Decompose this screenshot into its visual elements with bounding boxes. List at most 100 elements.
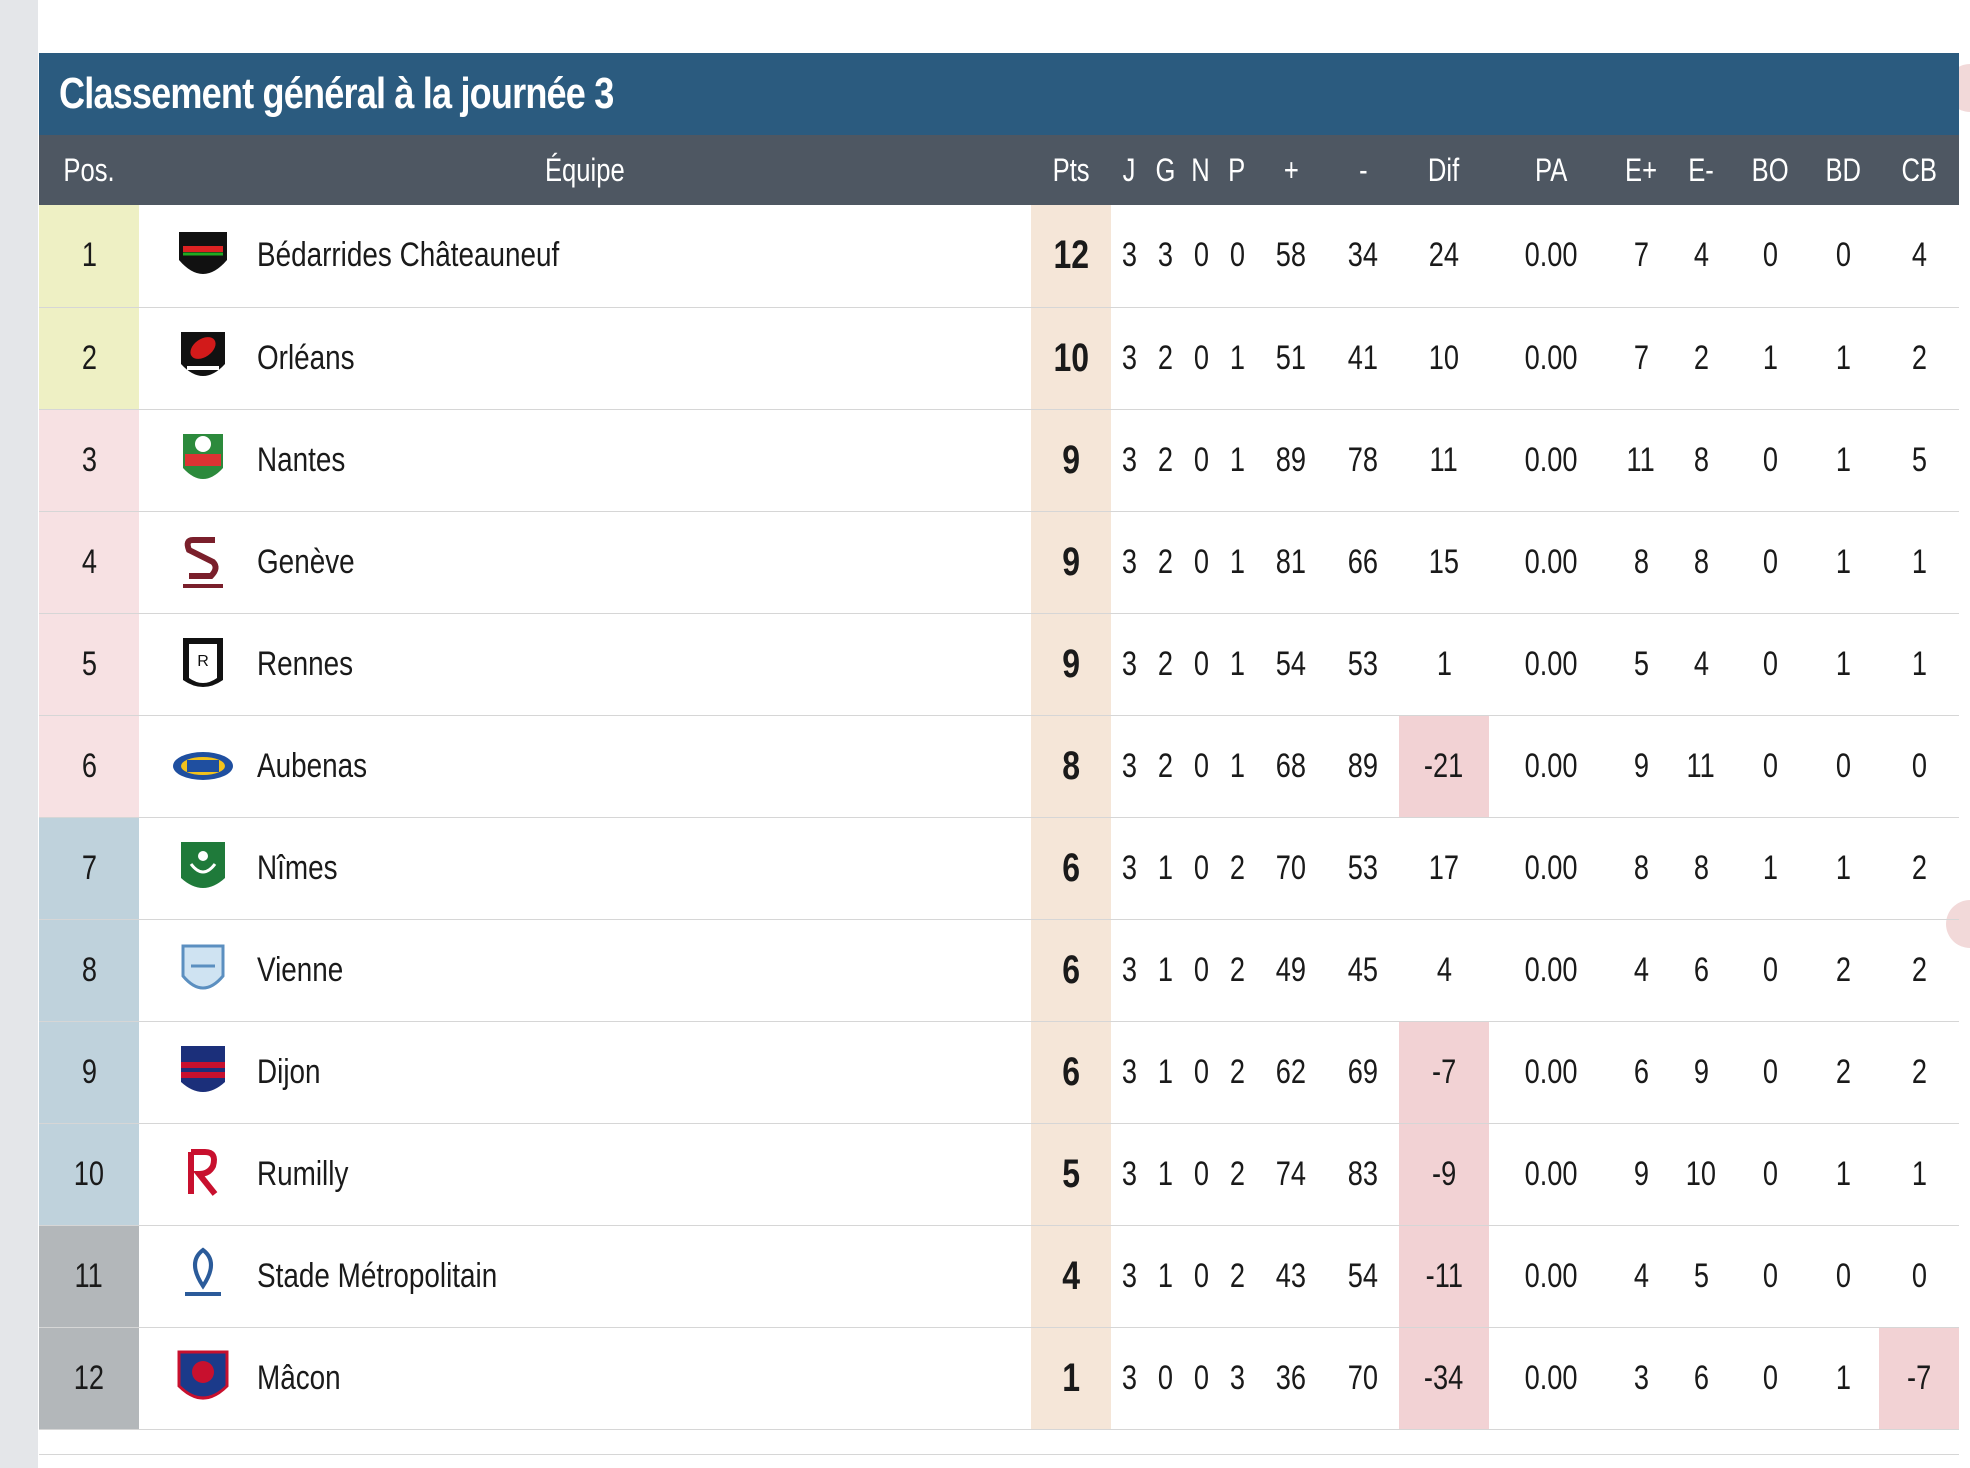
position-cell: 9	[39, 1021, 139, 1123]
team-name[interactable]: Bédarrides Châteauneuf	[257, 236, 560, 275]
played-cell: 3	[1121, 950, 1137, 989]
offensive-bonus-cell: 0	[1762, 950, 1778, 989]
team-name[interactable]: Genève	[257, 542, 355, 581]
team-cell[interactable]: Genève	[139, 511, 1031, 613]
col-header-team[interactable]: Équipe	[545, 151, 625, 188]
team-name[interactable]: Orléans	[257, 338, 355, 377]
team-cell[interactable]: Aubenas	[139, 715, 1031, 817]
cb-cell: 2	[1911, 848, 1927, 887]
team-name[interactable]: Nîmes	[257, 848, 338, 887]
col-header-g[interactable]: G	[1155, 151, 1175, 188]
team-cell[interactable]: Orléans	[139, 307, 1031, 409]
col-header-j[interactable]: J	[1122, 151, 1136, 188]
defensive-bonus-cell: 0	[1835, 1256, 1851, 1295]
difference-cell: 10	[1428, 338, 1460, 377]
col-header-pts[interactable]: Pts	[1052, 151, 1090, 188]
offensive-bonus-cell: 0	[1762, 440, 1778, 479]
team-cell[interactable]: Vienne	[139, 919, 1031, 1021]
played-cell: 3	[1121, 644, 1137, 683]
tries-for-cell: 4	[1633, 950, 1649, 989]
points-against-cell: 89	[1347, 746, 1379, 785]
points-cell: 12	[1031, 205, 1111, 307]
team-cell[interactable]: Rumilly	[139, 1123, 1031, 1225]
table-row[interactable]: 11 Stade Métropolitain 4 3 1 0 2 43 54 -…	[39, 1225, 1959, 1327]
cb-cell: -7	[1879, 1327, 1959, 1429]
col-header-e-plus[interactable]: E+	[1624, 151, 1658, 188]
points-cell: 8	[1031, 715, 1111, 817]
col-header-cb[interactable]: CB	[1901, 151, 1937, 188]
team-cell[interactable]: Stade Métropolitain	[139, 1225, 1031, 1327]
col-header-points-against[interactable]: -	[1358, 151, 1368, 188]
team-name[interactable]: Dijon	[257, 1052, 321, 1091]
defensive-bonus-cell: 1	[1835, 848, 1851, 887]
defensive-bonus-cell: 1	[1835, 1154, 1851, 1193]
table-row[interactable]: 2 Orléans 10 3 2 0 1 51 41 10 0.00 7 2 1…	[39, 307, 1959, 409]
won-cell: 1	[1157, 1154, 1173, 1193]
svg-text:R: R	[197, 653, 209, 670]
defensive-bonus-cell: 1	[1835, 440, 1851, 479]
drawn-cell: 0	[1193, 1154, 1209, 1193]
points-cell: 9	[1031, 511, 1111, 613]
lost-cell: 0	[1229, 236, 1245, 275]
position-cell: 1	[39, 205, 139, 307]
tries-against-cell: 6	[1693, 1358, 1709, 1397]
points-cell: 10	[1031, 307, 1111, 409]
team-name[interactable]: Rumilly	[257, 1154, 349, 1193]
team-name[interactable]: Aubenas	[257, 746, 368, 785]
team-name[interactable]: Stade Métropolitain	[257, 1256, 498, 1295]
tries-against-cell: 8	[1693, 848, 1709, 887]
drawn-cell: 0	[1193, 542, 1209, 581]
cb-cell: 2	[1911, 1052, 1927, 1091]
team-name[interactable]: Nantes	[257, 440, 346, 479]
difference-cell: 11	[1429, 440, 1459, 479]
team-cell[interactable]: Dijon	[139, 1021, 1031, 1123]
points-for-cell: 70	[1275, 848, 1307, 887]
col-header-pos[interactable]: Pos.	[63, 151, 115, 188]
team-cell[interactable]: Bédarrides Châteauneuf	[139, 205, 1031, 307]
team-cell[interactable]: R Rennes	[139, 613, 1031, 715]
col-header-p[interactable]: P	[1228, 151, 1246, 188]
defensive-bonus-cell: 0	[1835, 746, 1851, 785]
table-row[interactable]: 9 Dijon 6 3 1 0 2 62 69 -7 0.00 6 9 0 2 …	[39, 1021, 1959, 1123]
tries-for-cell: 5	[1633, 644, 1649, 683]
table-row[interactable]: 8 Vienne 6 3 1 0 2 49 45 4 0.00 4 6 0 2 …	[39, 919, 1959, 1021]
points-cell: 6	[1031, 1021, 1111, 1123]
difference-cell: -9	[1399, 1123, 1489, 1225]
tries-against-cell: 9	[1693, 1052, 1709, 1091]
col-header-points-for[interactable]: +	[1283, 151, 1299, 188]
cb-cell: 5	[1911, 440, 1927, 479]
cb-cell: 2	[1911, 338, 1927, 377]
difference-cell: 24	[1428, 236, 1460, 275]
tries-for-cell: 11	[1626, 440, 1656, 479]
col-header-pa[interactable]: PA	[1534, 151, 1568, 188]
team-cell[interactable]: Nantes	[139, 409, 1031, 511]
table-row[interactable]: 7 Nîmes 6 3 1 0 2 70 53 17 0.00 8 8 1 1 …	[39, 817, 1959, 919]
col-header-dif[interactable]: Dif	[1428, 151, 1460, 188]
points-against-cell: 69	[1347, 1052, 1379, 1091]
col-header-e-minus[interactable]: E-	[1688, 151, 1714, 188]
table-row[interactable]: 3 Nantes 9 3 2 0 1 89 78 11 0.00 11 8 0 …	[39, 409, 1959, 511]
team-name[interactable]: Vienne	[257, 950, 344, 989]
col-header-n[interactable]: N	[1191, 151, 1211, 188]
team-cell[interactable]: Mâcon	[139, 1327, 1031, 1429]
points-for-cell: 89	[1275, 440, 1307, 479]
cb-cell: 1	[1911, 542, 1927, 581]
col-header-bd[interactable]: BD	[1825, 151, 1861, 188]
table-row[interactable]: 1 Bédarrides Châteauneuf 12 3 3 0 0 58 3…	[39, 205, 1959, 307]
won-cell: 2	[1157, 644, 1173, 683]
table-row[interactable]: 4 Genève 9 3 2 0 1 81 66 15 0.00 8 8 0 1…	[39, 511, 1959, 613]
col-header-bo[interactable]: BO	[1751, 151, 1789, 188]
tries-for-cell: 6	[1633, 1052, 1649, 1091]
defensive-bonus-cell: 1	[1835, 644, 1851, 683]
table-row[interactable]: 5 R Rennes 9 3 2 0 1 54 53 1 0.00 5 4 0 …	[39, 613, 1959, 715]
played-cell: 3	[1121, 1256, 1137, 1295]
offensive-bonus-cell: 1	[1762, 338, 1778, 377]
table-row[interactable]: 6 Aubenas 8 3 2 0 1 68 89 -21 0.00 9 11 …	[39, 715, 1959, 817]
team-cell[interactable]: Nîmes	[139, 817, 1031, 919]
cb-cell: 0	[1911, 746, 1927, 785]
team-name[interactable]: Rennes	[257, 644, 354, 683]
table-row[interactable]: 12 Mâcon 1 3 0 0 3 36 70 -34 0.00 3 6 0 …	[39, 1327, 1959, 1429]
lost-cell: 3	[1229, 1358, 1245, 1397]
team-name[interactable]: Mâcon	[257, 1358, 341, 1397]
table-row[interactable]: 10 Rumilly 5 3 1 0 2 74 83 -9 0.00 9 10 …	[39, 1123, 1959, 1225]
